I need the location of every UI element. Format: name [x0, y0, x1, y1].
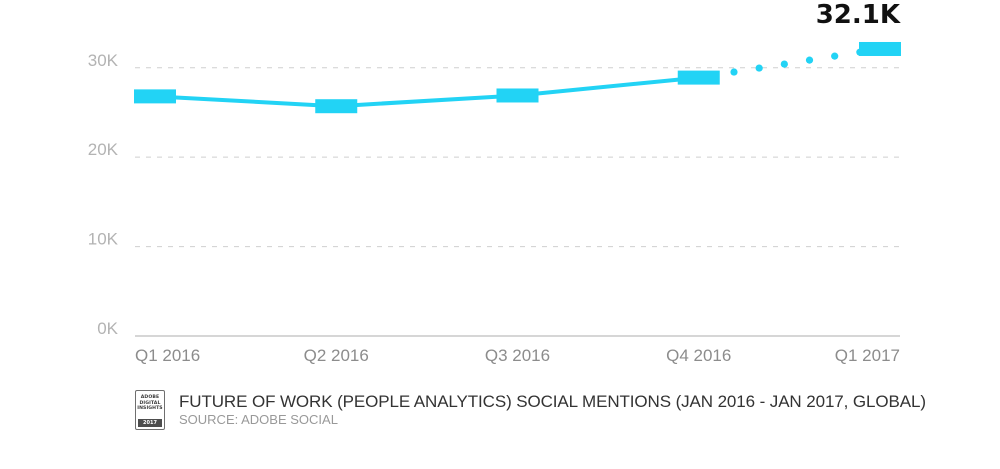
data-label: 32.1K [816, 0, 901, 30]
data-marker [134, 89, 176, 104]
projection-dot [755, 64, 763, 72]
badge-line: DIGITAL [139, 400, 161, 406]
x-tick-label: Q4 2016 [666, 346, 731, 365]
y-tick-label: 10K [88, 230, 119, 249]
adobe-digital-insights-logo: ADOBE DIGITAL INSIGHTS 2017 [135, 390, 165, 430]
series-line-actual [154, 75, 699, 109]
y-tick-label: 30K [88, 51, 119, 70]
data-markers [134, 41, 901, 114]
x-axis-ticks: Q1 2016 Q2 2016 Q3 2016 Q4 2016 Q1 2017 [135, 346, 900, 365]
callout: 32.1K [816, 0, 901, 30]
grid-lines [135, 67, 900, 337]
chart-source: SOURCE: ADOBE SOCIAL [179, 412, 338, 427]
data-marker [677, 70, 720, 85]
projection-dot [730, 68, 738, 76]
data-marker [496, 88, 539, 103]
x-tick-label: Q3 2016 [485, 346, 550, 365]
chart-footer: ADOBE DIGITAL INSIGHTS 2017 FUTURE OF WO… [135, 386, 995, 436]
badge-line: ADOBE [140, 395, 160, 400]
x-tick-label: Q1 2016 [135, 346, 200, 365]
y-axis-ticks: 0K 10K 20K 30K [88, 51, 119, 338]
x-tick-label: Q2 2016 [304, 346, 369, 365]
y-tick-label: 0K [97, 319, 118, 338]
projection-dot [780, 60, 788, 68]
data-marker [859, 41, 901, 56]
line-chart: 0K 10K 20K 30K Q1 2016 Q2 2016 Q3 2016 Q4 2016… [88, 0, 901, 365]
x-tick-label: Q1 2017 [835, 346, 900, 365]
data-marker [315, 99, 358, 114]
projection-dot [831, 52, 839, 60]
y-tick-label: 20K [88, 140, 119, 159]
badge-line: INSIGHTS [137, 406, 163, 412]
chart-caption: FUTURE OF WORK (PEOPLE ANALYTICS) SOCIAL… [179, 392, 926, 411]
projection-dot [805, 56, 814, 64]
badge-year: 2017 [138, 419, 162, 427]
